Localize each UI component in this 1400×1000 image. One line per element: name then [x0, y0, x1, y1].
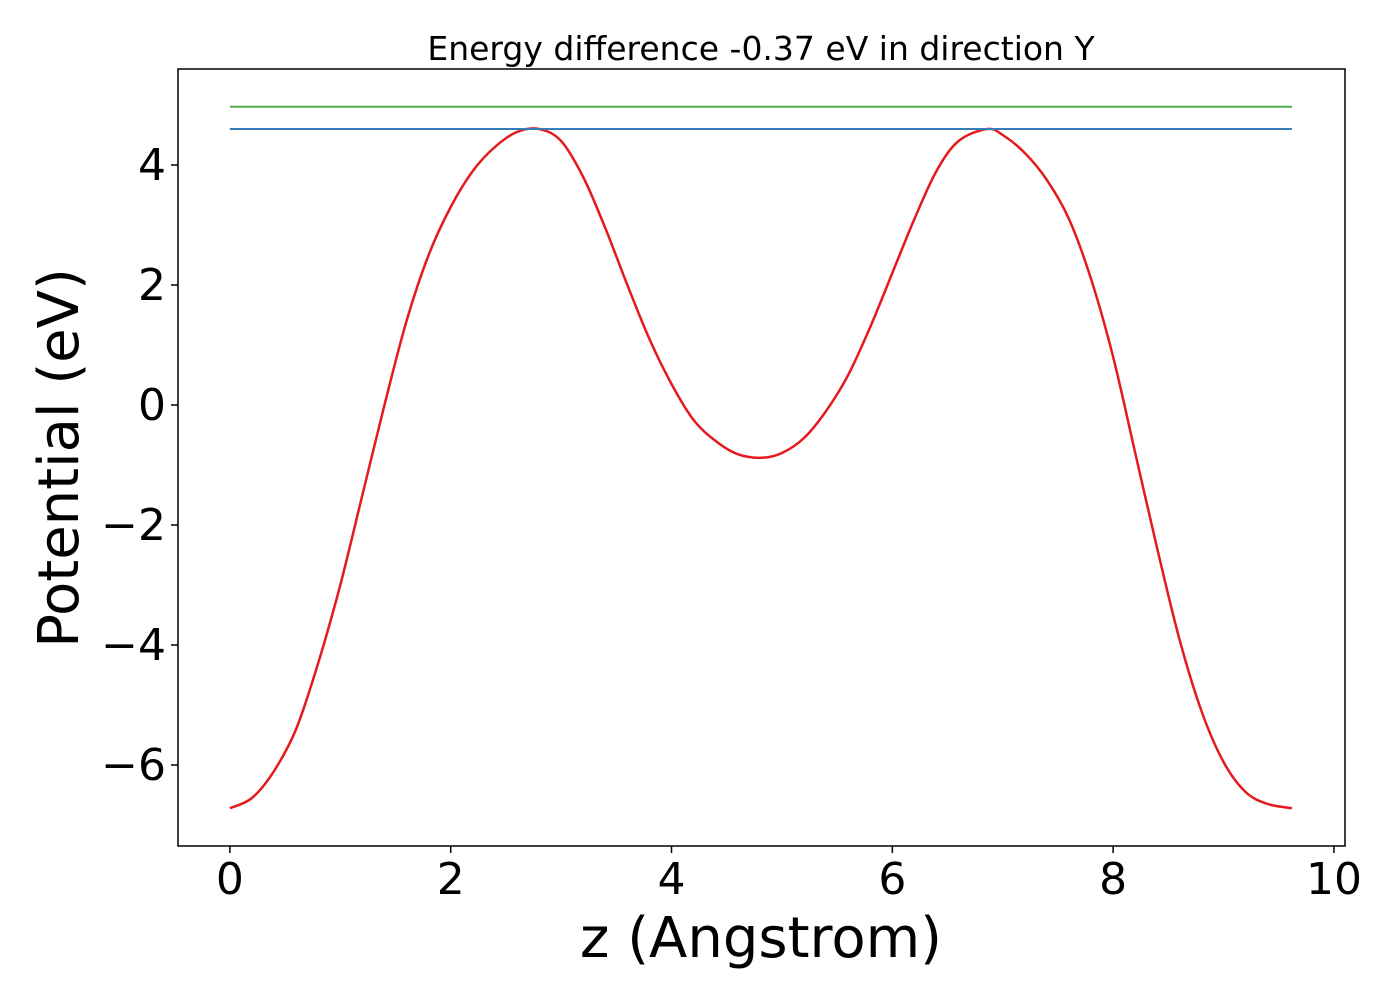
x-tick-label: 2 [437, 854, 465, 905]
x-tick-label: 0 [216, 854, 244, 905]
potential-curve [229, 127, 1293, 810]
x-tick-label: 6 [878, 854, 906, 905]
series-layer [229, 105, 1293, 810]
y-axis-ticks: −6 −4 −2 0 2 4 [101, 140, 178, 791]
y-tick-label: −6 [101, 740, 166, 791]
y-tick-label: 0 [138, 380, 166, 431]
y-tick-label: −2 [101, 500, 166, 551]
x-tick-label: 8 [1099, 854, 1127, 905]
y-tick-label: 4 [138, 140, 166, 191]
x-axis-ticks: 0 2 4 6 8 10 [216, 846, 1362, 905]
y-tick-label: −4 [101, 620, 166, 671]
x-tick-label: 10 [1306, 854, 1362, 905]
chart-title: Energy difference -0.37 eV in direction … [427, 29, 1095, 68]
x-axis-label: z (Angstrom) [580, 906, 942, 971]
plot-frame [177, 68, 1346, 847]
x-tick-label: 4 [658, 854, 686, 905]
y-axis-label: Potential (eV) [27, 268, 92, 648]
y-tick-label: 2 [138, 260, 166, 311]
